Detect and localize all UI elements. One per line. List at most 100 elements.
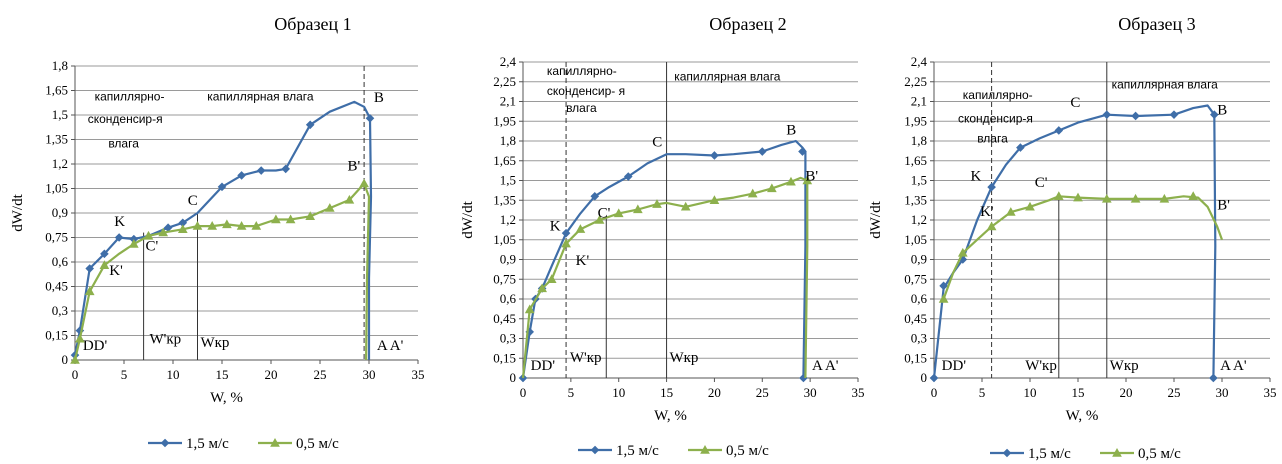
series-1	[70, 178, 371, 364]
ytick-label: 1,8	[500, 133, 516, 148]
series-marker	[222, 219, 232, 229]
ytick-label: 2,25	[493, 74, 516, 89]
series-marker	[1169, 110, 1179, 119]
xtick-label: 30	[804, 385, 817, 400]
annotation-label: K'	[980, 204, 994, 220]
series-marker	[281, 164, 291, 174]
annotation-label: Wкр	[200, 335, 229, 351]
series-marker	[84, 286, 95, 296]
ytick-label: 0	[62, 352, 69, 367]
series-line	[521, 176, 809, 379]
series-1	[521, 175, 813, 379]
series-marker	[798, 147, 807, 156]
series-marker	[1016, 143, 1025, 152]
series-marker	[709, 195, 720, 204]
annotation-label: W'кр	[1025, 358, 1057, 374]
ytick-label: 1,35	[45, 132, 68, 147]
legend-label: 1,5 м/с	[1028, 446, 1071, 462]
legend-swatch-marker	[160, 438, 170, 448]
chart-obrazets-1: Образец 1 0 0,15 0,3 0,45 0,6 0,75 0,9 1,05 1,2 1,…	[10, 14, 425, 452]
xtick-label: 25	[1168, 385, 1181, 400]
series-marker	[613, 208, 624, 218]
ytick-label: 1,05	[904, 232, 927, 247]
annotation-label: W'кр	[149, 332, 181, 348]
annotation-label: капиллярная влага	[674, 69, 781, 83]
annotation-label: влага	[108, 137, 139, 151]
annotation-label: капиллярно-	[95, 89, 165, 103]
series-marker	[938, 293, 949, 303]
ytick-label: 1,8	[52, 58, 68, 73]
xtick-label: 5	[568, 385, 575, 400]
annotation-label: капиллярно-	[547, 64, 617, 78]
series-marker	[561, 228, 571, 238]
annotation-label: W'кр	[570, 350, 602, 366]
series-marker	[767, 183, 777, 193]
annotation-label: DD'	[942, 358, 967, 374]
legend-label: 0,5 м/с	[296, 436, 339, 452]
xtick-label: 5	[979, 385, 986, 400]
chart-title: Образец 2	[709, 14, 786, 34]
legend: 1,5 м/с 0,5 м/с	[578, 443, 769, 459]
annotation-label: K	[114, 214, 125, 230]
series-marker	[163, 223, 173, 233]
series-marker	[1053, 191, 1064, 200]
ytick-label: 1,2	[500, 212, 516, 227]
x-axis-label: W, %	[1066, 408, 1099, 424]
series-marker	[1102, 110, 1112, 119]
series-marker	[546, 274, 557, 283]
ytick-label: 1,05	[45, 181, 68, 196]
xtick-label: 30	[363, 367, 376, 382]
series-marker	[177, 224, 188, 234]
annotation-label: сконденсир-я	[88, 112, 163, 126]
ytick-label: 0,9	[52, 205, 68, 220]
xtick-label: 35	[412, 367, 425, 382]
series-1	[938, 191, 1224, 303]
series-marker	[85, 264, 95, 273]
xtick-label: 15	[216, 367, 229, 382]
series-marker	[652, 199, 662, 208]
series-marker	[957, 247, 968, 257]
ytick-label: 1,5	[911, 173, 927, 188]
legend-swatch-marker	[590, 445, 600, 455]
annotation-label: C'	[146, 239, 159, 255]
xtick-label: 10	[167, 367, 180, 382]
ytick-label: 0,3	[911, 331, 927, 346]
chart-title: Образец 1	[274, 14, 351, 34]
annotation-label: B'	[805, 169, 818, 185]
ytick-label: 1,2	[52, 156, 68, 171]
series-marker	[1210, 110, 1219, 119]
series-marker	[1131, 111, 1140, 121]
ytick-label: 0,75	[904, 271, 927, 286]
series-marker	[128, 239, 139, 248]
series-marker	[757, 147, 767, 156]
series-marker	[786, 176, 796, 186]
annotation-label: сконденсир-я	[958, 112, 1033, 126]
annotation-label: K	[550, 219, 561, 235]
ytick-label: 1,65	[493, 153, 516, 168]
y-axis-label: dW/dt	[10, 193, 26, 231]
series-marker	[802, 175, 813, 185]
annotation-label: B	[1217, 103, 1227, 119]
series-marker	[710, 151, 719, 160]
ytick-label: 1,2	[911, 212, 927, 227]
ytick-label: 2,4	[911, 54, 928, 69]
chart-title: Образец 3	[1118, 14, 1195, 34]
xtick-label: 0	[931, 385, 938, 400]
annotation-label: A A'	[812, 358, 839, 374]
series-marker	[1073, 192, 1083, 202]
ytick-label: 2,25	[904, 74, 927, 89]
ytick-label: 0,45	[904, 311, 927, 326]
ytick-label: 1,95	[493, 113, 516, 128]
annotation-label: капиллярная влага	[207, 89, 314, 103]
annotation-label: B	[786, 122, 796, 138]
ytick-label: 2,1	[500, 94, 516, 109]
series-marker	[271, 214, 281, 224]
ytick-label: 0,15	[904, 350, 927, 365]
legend-label: 1,5 м/с	[186, 436, 229, 452]
ytick-label: 2,4	[500, 54, 517, 69]
series-marker	[633, 204, 643, 214]
series-marker	[986, 221, 997, 231]
annotation-label: Wкр	[669, 350, 698, 366]
annotation-label: A A'	[1220, 358, 1247, 374]
